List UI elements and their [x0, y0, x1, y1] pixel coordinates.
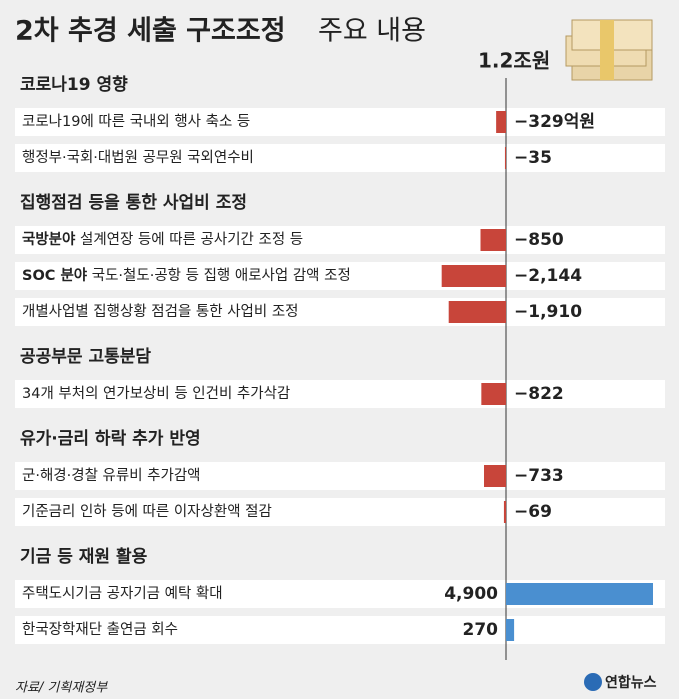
value-label: −733	[514, 466, 564, 486]
source: 자료/ 기획재정부	[15, 681, 108, 696]
row-box	[15, 108, 665, 136]
bar	[448, 301, 506, 323]
value-label: −822	[514, 384, 564, 404]
logo: 연합뉴스	[605, 674, 657, 691]
row-box	[15, 262, 665, 290]
row-label-text: 34개 부처의 연가보상비 등 인건비 추가삭감	[22, 385, 290, 402]
bar	[480, 229, 506, 251]
row-label: 34개 부처의 연가보상비 등 인건비 추가삭감	[22, 385, 290, 402]
total-label: 1.2조원	[478, 49, 550, 73]
value-label: −69	[514, 502, 552, 522]
value-label: 4,900	[444, 584, 498, 604]
row-box	[15, 498, 665, 526]
money-icon	[565, 19, 653, 81]
row-label-text: 행정부·국회·대법원 공무원 국외연수비	[22, 149, 254, 166]
row-label-text: 개별사업별 집행상황 점검을 통한 사업비 조정	[22, 303, 299, 320]
value-label: 270	[463, 620, 499, 640]
value-label: −35	[514, 148, 552, 168]
bar	[506, 583, 653, 605]
value-label: −1,910	[514, 302, 582, 322]
row-label: 군·해경·경찰 유류비 추가감액	[22, 467, 201, 484]
row-label: SOC 분야 국도·철도·공항 등 집행 애로사업 감액 조정	[22, 267, 351, 284]
bar	[503, 501, 506, 523]
row-box	[15, 462, 665, 490]
chart-subtitle: 주요 내용	[318, 16, 426, 47]
group-header: 공공부문 고통분담	[20, 347, 151, 367]
bar	[441, 265, 506, 287]
row-box	[15, 226, 665, 254]
row-label-text: 군·해경·경찰 유류비 추가감액	[22, 467, 201, 484]
value-label: −850	[514, 230, 564, 250]
value-label: −2,144	[514, 266, 582, 286]
group-header: 유가·금리 하락 추가 반영	[20, 429, 201, 449]
row-label: 행정부·국회·대법원 공무원 국외연수비	[22, 149, 254, 166]
row-label-text: 국도·철도·공항 등 집행 애로사업 감액 조정	[87, 267, 351, 284]
row-label-text: 코로나19에 따른 국내외 행사 축소 등	[22, 113, 250, 130]
bar	[496, 111, 506, 133]
bar	[504, 147, 506, 169]
group-header: 코로나19 영향	[20, 74, 128, 95]
row-box	[15, 380, 665, 408]
group-header: 집행점검 등을 통한 사업비 조정	[20, 193, 247, 213]
row-box	[15, 144, 665, 172]
bar	[484, 465, 506, 487]
row-box	[15, 298, 665, 326]
row-label-text: 주택도시기금 공자기금 예탁 확대	[22, 585, 223, 602]
row-label: 기준금리 인하 등에 따른 이자상환액 절감	[22, 503, 272, 520]
bar	[506, 619, 515, 641]
row-label-text: 설계연장 등에 따른 공사기간 조정 등	[75, 231, 303, 248]
logo-icon	[584, 673, 602, 691]
row-label-text: 한국장학재단 출연금 회수	[22, 621, 178, 638]
bar	[481, 383, 506, 405]
row-label: 주택도시기금 공자기금 예탁 확대	[22, 585, 223, 602]
row-label-bold: SOC 분야	[22, 267, 88, 284]
chart-title: 2차 추경 세출 구조조정	[15, 16, 286, 47]
row-label: 국방분야 설계연장 등에 따른 공사기간 조정 등	[22, 230, 303, 248]
row-label: 한국장학재단 출연금 회수	[22, 621, 178, 638]
group-header: 기금 등 재원 활용	[20, 546, 148, 567]
row-label-text: 기준금리 인하 등에 따른 이자상환액 절감	[22, 503, 272, 520]
row-label: 개별사업별 집행상황 점검을 통한 사업비 조정	[22, 303, 299, 320]
row-label: 코로나19에 따른 국내외 행사 축소 등	[22, 113, 250, 130]
row-box	[15, 616, 665, 644]
value-label: −329억원	[514, 112, 595, 132]
row-label-bold: 국방분야	[22, 230, 76, 248]
